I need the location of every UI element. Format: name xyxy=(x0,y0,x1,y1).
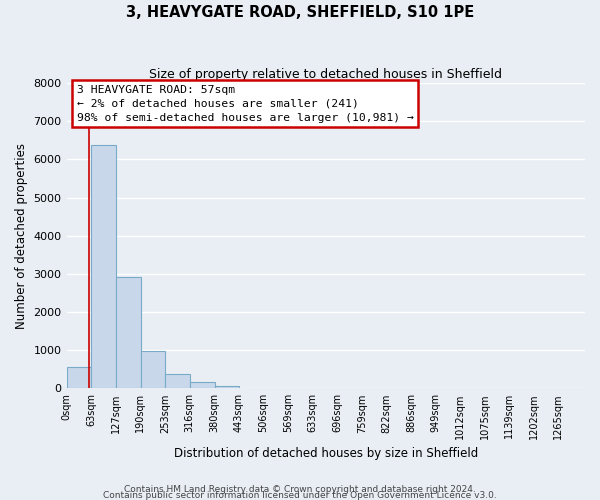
Bar xyxy=(190,382,215,388)
Y-axis label: Number of detached properties: Number of detached properties xyxy=(15,142,28,328)
Bar xyxy=(141,351,166,389)
Text: 3 HEAVYGATE ROAD: 57sqm
← 2% of detached houses are smaller (241)
98% of semi-de: 3 HEAVYGATE ROAD: 57sqm ← 2% of detached… xyxy=(77,84,414,122)
Bar xyxy=(67,368,91,388)
Bar xyxy=(91,145,116,388)
Text: Contains public sector information licensed under the Open Government Licence v3: Contains public sector information licen… xyxy=(103,492,497,500)
Bar xyxy=(116,276,141,388)
Bar xyxy=(166,374,190,388)
X-axis label: Distribution of detached houses by size in Sheffield: Distribution of detached houses by size … xyxy=(173,447,478,460)
Bar xyxy=(215,386,239,388)
Text: 3, HEAVYGATE ROAD, SHEFFIELD, S10 1PE: 3, HEAVYGATE ROAD, SHEFFIELD, S10 1PE xyxy=(126,5,474,20)
Text: Contains HM Land Registry data © Crown copyright and database right 2024.: Contains HM Land Registry data © Crown c… xyxy=(124,486,476,494)
Title: Size of property relative to detached houses in Sheffield: Size of property relative to detached ho… xyxy=(149,68,502,80)
